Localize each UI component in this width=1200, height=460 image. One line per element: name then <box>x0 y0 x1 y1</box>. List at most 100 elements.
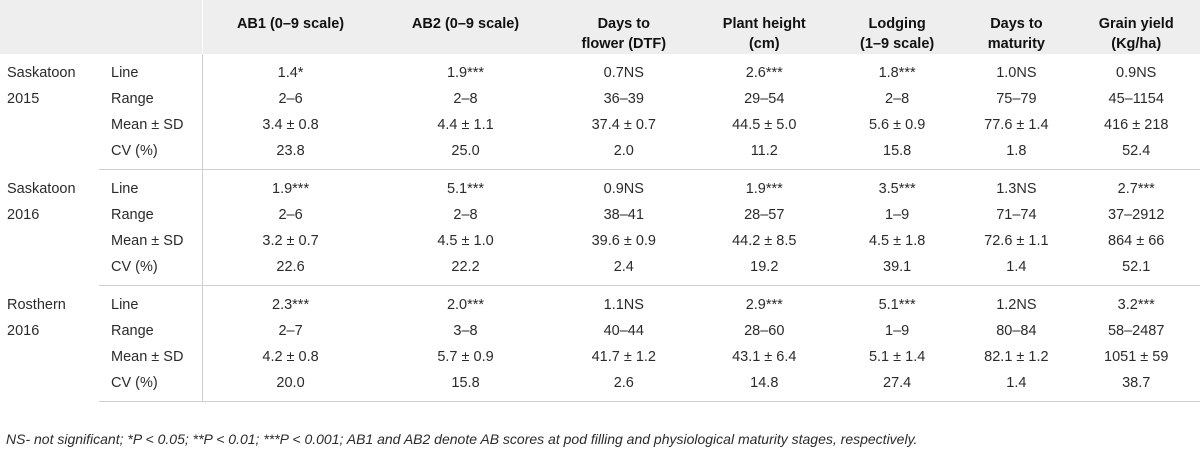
value-cell: 2–8 <box>453 91 478 107</box>
header-ab2: AB2 (0–9 scale) <box>378 0 553 54</box>
table-footnote: NS- not significant; *P < 0.05; **P < 0.… <box>6 431 918 447</box>
value-cell: 22.2 <box>378 254 553 286</box>
stat-label: Range <box>111 207 154 223</box>
stat-label: CV (%) <box>99 370 203 402</box>
table-body: Saskatoon 2015 Line 1.4* 1.9*** 0.7NS 2.6*** 1.… <box>0 54 1200 402</box>
table-row: Mean ± SD 3.2 ± 0.7 4.5 ± 1.0 39.6 ± 0.9 44.… <box>0 228 1200 254</box>
value-cell: 3.2*** <box>1117 297 1155 313</box>
header-ab1: AB1 (0–9 scale) <box>202 0 379 54</box>
stat-label: Mean ± SD <box>111 349 184 365</box>
value-cell: 44.2 ± 8.5 <box>732 233 797 249</box>
table-row: CV (%) 22.6 22.2 2.4 19.2 39.1 1.4 52.1 <box>0 254 1200 286</box>
value-cell: 416 ± 218 <box>1104 117 1169 133</box>
value-cell: 1.4* <box>202 54 379 86</box>
value-cell: 1.9*** <box>202 169 379 202</box>
site-label-line: 2016 <box>7 322 40 339</box>
value-cell: 38–41 <box>603 207 644 223</box>
stat-label: Line <box>111 181 139 197</box>
value-cell: 37–2912 <box>1107 207 1165 223</box>
header-plant-height: Plant height (cm) <box>694 0 834 54</box>
value-cell: 2.6 <box>552 370 695 402</box>
value-cell: 52.1 <box>1072 254 1200 286</box>
value-cell: 1.3NS <box>996 181 1037 197</box>
table-header: AB1 (0–9 scale) AB2 (0–9 scale) Days to f… <box>0 0 1200 54</box>
value-cell: 25.0 <box>378 138 553 170</box>
table-row: Saskatoon 2016 Line 1.9*** 5.1*** 0.9NS 1.9***… <box>0 169 1200 223</box>
value-cell: 4.5 ± 1.0 <box>437 233 494 249</box>
value-cell: 15.8 <box>378 370 553 402</box>
value-cell: 2.9*** <box>745 297 783 313</box>
value-cell: 0.9NS <box>1116 65 1157 81</box>
value-cell: 20.0 <box>202 370 379 402</box>
value-cell: 4.2 ± 0.8 <box>202 344 379 370</box>
table-row: CV (%) 20.0 15.8 2.6 14.8 27.4 1.4 38.7 <box>0 370 1200 402</box>
value-cell: 2.0*** <box>446 297 485 313</box>
value-cell: 2.3*** <box>202 285 379 318</box>
value-cell: 1.9*** <box>446 65 485 81</box>
value-cell: 1–9 <box>885 323 910 339</box>
value-cell: 23.8 <box>202 138 379 170</box>
value-cell: 36–39 <box>603 91 644 107</box>
value-cell: 15.8 <box>833 138 961 170</box>
value-cell: 43.1 ± 6.4 <box>732 349 797 365</box>
stat-label: CV (%) <box>99 138 203 170</box>
site-label: Rosthern 2016 <box>0 286 99 402</box>
header-dtf: Days to flower (DTF) <box>552 0 695 54</box>
stat-label: Mean ± SD <box>111 117 184 133</box>
value-cell: 0.9NS <box>603 181 644 197</box>
value-cell: 1.0NS <box>996 65 1037 81</box>
value-cell: 2–6 <box>202 202 379 228</box>
value-cell: 5.1 ± 1.4 <box>868 349 926 365</box>
stat-label: Mean ± SD <box>111 233 184 249</box>
value-cell: 2.7*** <box>1117 181 1155 197</box>
value-cell: 2.6*** <box>745 65 783 81</box>
value-cell: 4.5 ± 1.8 <box>868 233 926 249</box>
stat-label: Line <box>111 65 139 81</box>
value-cell: 11.2 <box>694 138 834 170</box>
header-row: AB1 (0–9 scale) AB2 (0–9 scale) Days to f… <box>0 0 1200 54</box>
value-cell: 72.6 ± 1.1 <box>984 233 1049 249</box>
stat-label: Range <box>111 91 154 107</box>
table-row: Saskatoon 2015 Line 1.4* 1.9*** 0.7NS 2.6*** 1.… <box>0 54 1200 107</box>
table-row: Mean ± SD 4.2 ± 0.8 5.7 ± 0.9 41.7 ± 1.2 43.… <box>0 344 1200 370</box>
value-cell: 28–60 <box>744 323 785 339</box>
site-label-line: Rosthern <box>7 296 66 313</box>
value-cell: 1.2NS <box>996 297 1037 313</box>
header-site-blank <box>0 0 99 54</box>
value-cell: 3–8 <box>453 323 478 339</box>
value-cell: 75–79 <box>996 91 1037 107</box>
site-label: Saskatoon 2016 <box>0 170 99 286</box>
value-cell: 3.4 ± 0.8 <box>202 112 379 138</box>
stat-label: Range <box>111 323 154 339</box>
value-cell: 40–44 <box>603 323 644 339</box>
value-cell: 29–54 <box>744 91 785 107</box>
value-cell: 2–8 <box>453 207 478 223</box>
site-label-line: Saskatoon <box>7 180 76 197</box>
value-cell: 1.4 <box>960 370 1073 402</box>
value-cell: 80–84 <box>996 323 1037 339</box>
value-cell: 3.5*** <box>878 181 916 197</box>
value-cell: 38.7 <box>1072 370 1200 402</box>
stat-label: Line <box>111 297 139 313</box>
table-row: Rosthern 2016 Line 2.3*** 2.0*** 1.1NS 2.9*** 5… <box>0 285 1200 339</box>
value-cell: 52.4 <box>1072 138 1200 170</box>
site-label-line: 2015 <box>7 91 40 107</box>
value-cell: 41.7 ± 1.2 <box>591 349 656 365</box>
value-cell: 82.1 ± 1.2 <box>984 349 1049 365</box>
value-cell: 5.6 ± 0.9 <box>868 117 926 133</box>
value-cell: 22.6 <box>202 254 379 286</box>
value-cell: 5.1*** <box>878 297 916 313</box>
value-cell: 45–1154 <box>1108 91 1164 107</box>
value-cell: 44.5 ± 5.0 <box>732 117 797 133</box>
value-cell: 2.4 <box>552 254 695 286</box>
value-cell: 0.7NS <box>603 65 644 81</box>
value-cell: 5.7 ± 0.9 <box>437 349 494 365</box>
value-cell: 27.4 <box>833 370 961 402</box>
value-cell: 2–8 <box>885 91 910 107</box>
stat-label: CV (%) <box>99 254 203 286</box>
value-cell: 1.8*** <box>878 65 916 81</box>
header-days-to-maturity: Days to maturity <box>960 0 1073 54</box>
value-cell: 3.2 ± 0.7 <box>202 228 379 254</box>
value-cell: 1.4 <box>960 254 1073 286</box>
site-label-line: Saskatoon <box>7 65 76 81</box>
